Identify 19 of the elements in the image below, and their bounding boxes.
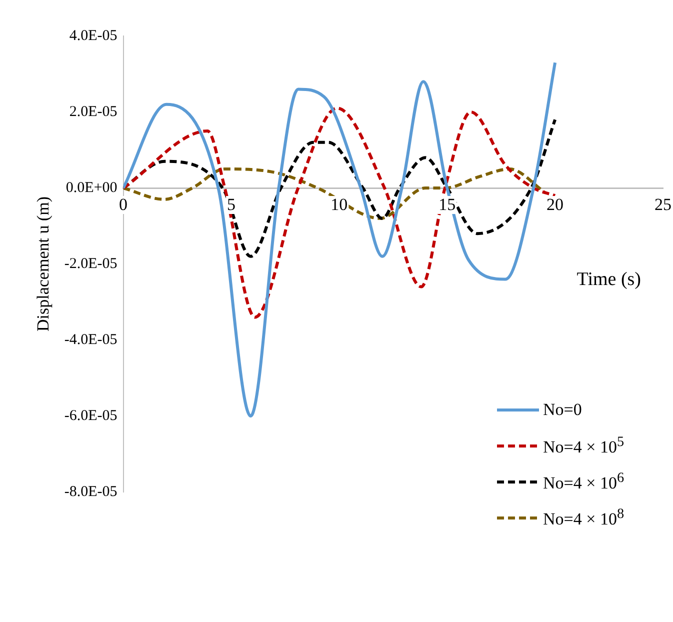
x-tick-label: 10: [330, 194, 348, 214]
y-tick-label: 2.0E-05: [69, 104, 118, 120]
legend-label: No=4 × 10$^{6}$: [543, 470, 624, 494]
y-tick-label: -6.0E-05: [64, 408, 118, 424]
y-tick-label: 0.0E+00: [66, 180, 118, 196]
x-tick-label: 15: [438, 194, 456, 214]
y-tick-label: 4.0E-05: [69, 28, 118, 44]
x-tick-label: 20: [546, 194, 564, 214]
y-tick-label: -2.0E-05: [64, 256, 118, 272]
x-tick-label: 5: [226, 194, 236, 214]
x-tick-label: 25: [654, 194, 672, 214]
y-tick-label: -8.0E-05: [64, 484, 118, 500]
y-axis-title: Displacement u (m): [34, 196, 53, 332]
legend-label: No=0: [543, 400, 582, 420]
legend-label: No=4 × 10$^{8}$: [543, 506, 624, 530]
x-tick-label: 0: [119, 194, 128, 214]
y-tick-label: -4.0E-05: [64, 332, 118, 348]
x-axis-title: Time (s): [576, 268, 641, 290]
legend-label: No=4 × 10$^{5}$: [543, 434, 624, 458]
